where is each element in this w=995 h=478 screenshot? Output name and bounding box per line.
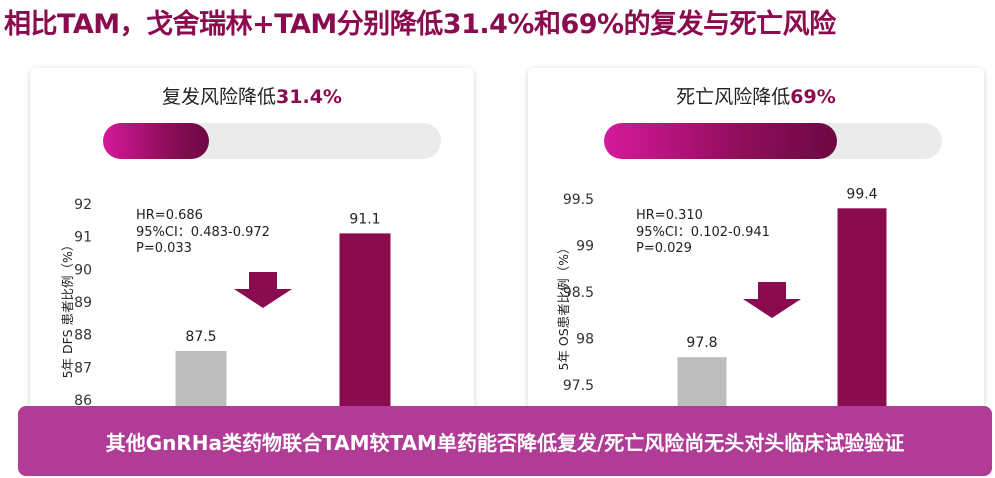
bar-value-label: 91.1 xyxy=(349,211,380,227)
bar-value-label: 97.8 xyxy=(686,335,717,351)
os-title-text: 死亡风险降低 xyxy=(676,86,791,108)
dfs-reduction-track xyxy=(103,123,441,159)
os-bar-chart: 97.5 98 98.5 99 99.5 5年 OS患者比例（%） 97.8 99.4 xyxy=(556,186,887,413)
os-reduction-percent: 69% xyxy=(790,86,836,108)
os-chart-panel: 死亡风险降低69% 97.5 98 98.5 99 99.5 5年 OS患者比例（%） 97… xyxy=(528,68,984,428)
y-tick-label: 88 xyxy=(74,328,92,344)
y-axis-label: 5年 DFS 患者比例（%） xyxy=(60,239,75,379)
dfs-reduction-percent: 31.4% xyxy=(276,86,342,108)
y-tick-label: 89 xyxy=(74,295,92,311)
page-headline: 相比TAM，戈舍瑞林+TAM分别降低31.4%和69%的复发与死亡风险 xyxy=(4,9,836,40)
y-tick-label: 98.5 xyxy=(563,285,594,301)
bar-0 xyxy=(677,357,727,413)
y-axis-label: 5年 OS患者比例（%） xyxy=(556,241,571,370)
dfs-p-value: P=0.033 xyxy=(136,241,192,256)
dfs-title-text: 复发风险降低 xyxy=(162,86,277,108)
bar-value-label: 87.5 xyxy=(185,329,216,345)
dfs-bar-chart: 86 87 88 89 90 91 92 5年 DFS 患者比例（%） 87.5 91.1 xyxy=(60,197,391,413)
dfs-ci: 95%CI：0.483-0.972 xyxy=(136,224,270,240)
y-tick-label: 86 xyxy=(74,393,92,409)
y-tick-label: 87 xyxy=(74,360,92,376)
os-p-value: P=0.029 xyxy=(636,241,692,256)
os-ci: 95%CI：0.102-0.941 xyxy=(636,224,770,240)
dfs-reduction-fill xyxy=(103,123,210,159)
os-hr: HR=0.310 xyxy=(636,208,703,223)
dfs-panel-title: 复发风险降低31.4% xyxy=(30,82,474,109)
os-reduction-track xyxy=(604,123,942,159)
os-reduction-fill xyxy=(604,123,838,159)
bar-0 xyxy=(175,350,227,413)
down-arrow-icon xyxy=(743,282,801,318)
down-arrow-icon xyxy=(234,272,292,308)
disclaimer-banner: 其他GnRHa类药物联合TAM较TAM单药能否降低复发/死亡风险尚无头对头临床试… xyxy=(18,406,992,476)
y-tick-label: 90 xyxy=(74,262,92,278)
dfs-stats: HR=0.686 95%CI：0.483-0.972 P=0.033 xyxy=(136,208,270,258)
y-tick-label: 92 xyxy=(74,197,92,213)
y-tick-label: 99 xyxy=(576,239,594,255)
bar-1 xyxy=(339,233,391,413)
bar-1 xyxy=(837,208,887,413)
dfs-chart-panel: 复发风险降低31.4% 86 87 88 89 90 91 92 5年 DFS 患者比例（%）… xyxy=(30,68,474,428)
os-panel-title: 死亡风险降低69% xyxy=(528,82,984,109)
y-tick-label: 91 xyxy=(74,230,92,246)
y-tick-label: 99.5 xyxy=(563,192,594,208)
os-stats: HR=0.310 95%CI：0.102-0.941 P=0.029 xyxy=(636,208,770,258)
y-tick-label: 98 xyxy=(576,332,594,348)
y-tick-label: 97.5 xyxy=(563,378,594,394)
dfs-hr: HR=0.686 xyxy=(136,208,203,223)
bar-value-label: 99.4 xyxy=(846,186,877,202)
